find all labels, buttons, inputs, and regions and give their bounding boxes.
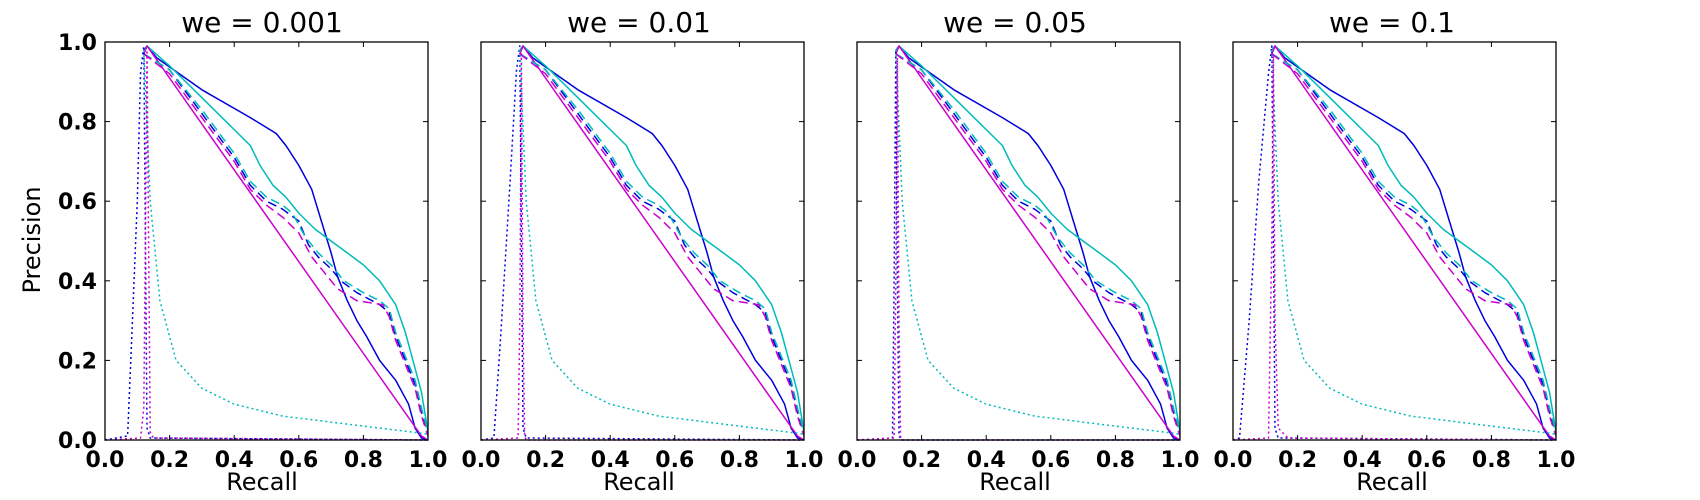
x-tick-label: 0.0 <box>838 448 877 473</box>
y-tick-label: 0.4 <box>58 270 97 295</box>
plot-frame-2 <box>480 41 805 441</box>
series-line-dashed-6 <box>519 53 804 437</box>
series-line-solid-2 <box>519 45 804 433</box>
ylabel-group: Precision <box>18 186 46 293</box>
x-tick-label: 0.6 <box>1031 448 1070 473</box>
x-tick-label: 1.0 <box>785 448 824 473</box>
series-line-dashed-5 <box>519 53 804 433</box>
series-line-dotted-8 <box>143 49 428 435</box>
series-line-dotted-9 <box>481 53 804 441</box>
series-line-dotted-9 <box>105 49 428 441</box>
series-line-dashed-6 <box>1271 53 1556 437</box>
y-axis-label: Precision <box>18 186 46 293</box>
series-group-4 <box>1233 45 1556 441</box>
chart-panel-1: we = 0.001 Recall 0.0 0.2 0.4 0.6 0.8 1.0 0.0 0… <box>58 6 447 496</box>
x-tick-label: 0.6 <box>279 448 318 473</box>
series-line-dotted-8 <box>1271 49 1556 435</box>
x-tick-label: 1.0 <box>1161 448 1200 473</box>
series-line-solid-2 <box>143 45 428 433</box>
series-line-dotted-7 <box>481 45 804 441</box>
series-group-2 <box>481 45 804 441</box>
chart-title-3: we = 0.05 <box>943 6 1087 39</box>
plot-frame-4 <box>1232 41 1557 441</box>
x-axis-label-3: Recall <box>979 468 1051 496</box>
series-line-dotted-7 <box>1233 45 1556 441</box>
chart-panel-3: we = 0.05 Recall 0.0 0.2 0.4 0.6 0.8 1.0 <box>838 6 1200 496</box>
x-axis-label-1: Recall <box>226 468 298 496</box>
series-line-dotted-9 <box>1233 53 1556 441</box>
series-group-1 <box>105 45 428 441</box>
x-tick-label: 0.4 <box>215 448 254 473</box>
x-tick-label: 0.2 <box>1278 448 1317 473</box>
series-line-dotted-7 <box>105 45 428 441</box>
y-tick-label: 0.6 <box>58 190 97 215</box>
series-line-solid-1 <box>519 45 804 441</box>
series-line-dashed-5 <box>143 53 428 433</box>
series-line-dashed-5 <box>895 53 1180 433</box>
y-tick-label: 0.2 <box>58 349 97 374</box>
chart-title-4: we = 0.1 <box>1329 6 1455 39</box>
x-tick-label: 0.6 <box>655 448 694 473</box>
x-tick-label: 0.8 <box>344 448 383 473</box>
y-tick-label: 0.8 <box>58 111 97 136</box>
series-line-solid-1 <box>1271 45 1556 441</box>
x-tick-label: 1.0 <box>409 448 448 473</box>
x-tick-label: 0.0 <box>86 448 125 473</box>
series-line-solid-2 <box>895 45 1180 433</box>
x-tick-label: 0.4 <box>1343 448 1382 473</box>
series-line-dashed-4 <box>895 53 1180 433</box>
x-tick-label: 0.8 <box>720 448 759 473</box>
y-tick-label: 0.0 <box>58 429 97 454</box>
series-group-3 <box>857 45 1180 441</box>
series-line-dashed-4 <box>143 53 428 433</box>
chart-panel-2: we = 0.01 Recall 0.0 0.2 0.4 0.6 0.8 1.0 <box>462 6 824 496</box>
series-line-dashed-6 <box>895 53 1180 437</box>
x-tick-label: 0.2 <box>902 448 941 473</box>
series-line-dotted-8 <box>895 49 1180 435</box>
series-line-solid-1 <box>143 45 428 441</box>
series-line-dashed-5 <box>1271 53 1556 433</box>
x-tick-label: 0.4 <box>591 448 630 473</box>
series-line-solid-3 <box>895 45 1180 441</box>
series-line-dotted-8 <box>519 49 804 435</box>
chart-panel-4: we = 0.1 Recall 0.0 0.2 0.4 0.6 0.8 1.0 <box>1214 6 1576 496</box>
x-tick-label: 0.8 <box>1096 448 1135 473</box>
series-line-solid-1 <box>895 45 1180 441</box>
series-line-solid-3 <box>143 45 428 441</box>
x-axis-label-4: Recall <box>1356 468 1428 496</box>
series-line-dotted-9 <box>857 57 1180 441</box>
x-tick-label: 0.8 <box>1472 448 1511 473</box>
series-line-solid-3 <box>1271 45 1556 441</box>
series-line-solid-2 <box>1271 45 1556 433</box>
series-line-dashed-6 <box>143 53 428 437</box>
chart-title-1: we = 0.001 <box>181 6 343 39</box>
y-tick-label: 1.0 <box>58 31 97 56</box>
series-line-dashed-4 <box>519 53 804 433</box>
series-line-solid-3 <box>519 45 804 441</box>
series-line-dashed-4 <box>1271 53 1556 433</box>
series-line-dotted-7 <box>857 49 1180 441</box>
plot-frame-3 <box>856 41 1181 441</box>
x-tick-label: 0.0 <box>1214 448 1253 473</box>
x-tick-label: 0.0 <box>462 448 501 473</box>
x-tick-label: 0.2 <box>526 448 565 473</box>
chart-title-2: we = 0.01 <box>567 6 711 39</box>
x-tick-label: 1.0 <box>1537 448 1576 473</box>
x-axis-label-2: Recall <box>603 468 675 496</box>
x-tick-label: 0.4 <box>967 448 1006 473</box>
x-tick-label: 0.2 <box>150 448 189 473</box>
x-tick-label: 0.6 <box>1407 448 1446 473</box>
plot-frame-1 <box>104 41 429 441</box>
